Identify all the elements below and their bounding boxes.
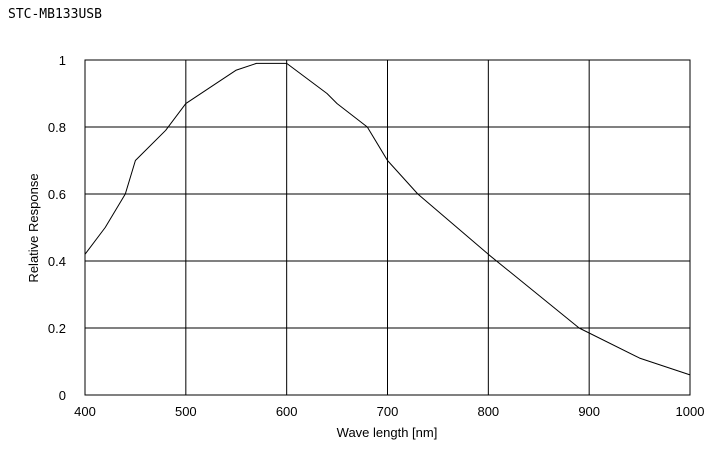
y-axis-label: Relative Response xyxy=(26,173,41,282)
x-tick-label: 600 xyxy=(276,404,298,419)
x-tick-label: 900 xyxy=(578,404,600,419)
series-line xyxy=(84,62,691,376)
y-tick-label: 0 xyxy=(59,388,66,403)
x-tick-label: 700 xyxy=(377,404,399,419)
x-tick-label: 800 xyxy=(477,404,499,419)
y-tick-label: 0.8 xyxy=(48,120,66,135)
y-tick-label: 0.4 xyxy=(48,254,66,269)
y-tick-label: 0.2 xyxy=(48,321,66,336)
x-tick-label: 500 xyxy=(175,404,197,419)
x-tick-label: 400 xyxy=(74,404,96,419)
y-tick-labels: 0 0.2 0.4 0.6 0.8 1 xyxy=(48,53,66,403)
x-tick-label: 1000 xyxy=(676,404,705,419)
series-group xyxy=(84,62,691,376)
x-tick-labels: 400 500 600 700 800 900 1000 xyxy=(74,404,704,419)
grid xyxy=(84,59,691,396)
chart-title: STC-MB133USB xyxy=(8,7,102,22)
y-tick-label: 0.6 xyxy=(48,187,66,202)
x-axis-label: Wave length [nm] xyxy=(337,425,438,440)
y-tick-label: 1 xyxy=(59,53,66,68)
